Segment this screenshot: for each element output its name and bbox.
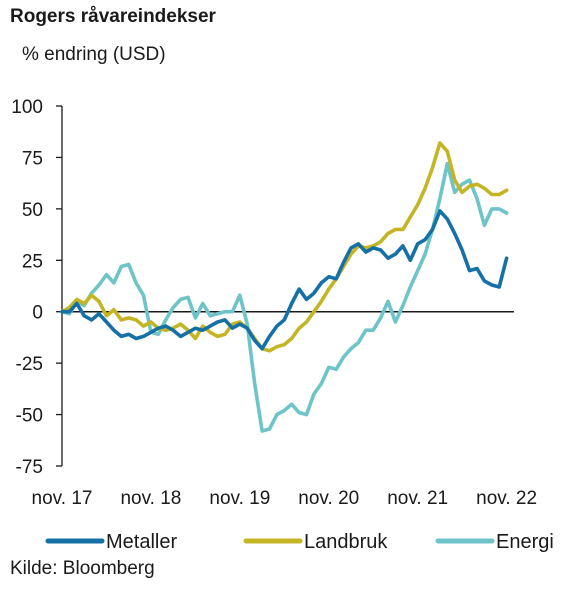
x-tick-label: nov. 22 — [476, 488, 537, 509]
x-tick-label: nov. 18 — [120, 488, 181, 509]
y-axis-label: % endring (USD) — [22, 44, 166, 65]
chart-series-lines — [60, 141, 509, 433]
y-tick-label: 75 — [22, 148, 43, 169]
y-tick-label: -50 — [16, 406, 43, 427]
y-tick-label: -75 — [16, 457, 43, 478]
chart-legend: Metaller Landbruk Energi — [45, 531, 554, 553]
y-tick-label: 0 — [32, 303, 43, 324]
chart-title: Rogers råvareindekser — [10, 6, 216, 27]
x-tick-label: nov. 20 — [298, 488, 359, 509]
y-tick-label: -25 — [16, 354, 43, 375]
legend-label-metaller: Metaller — [106, 531, 177, 553]
chart-axes: 100 75 50 25 0 -25 -50 -75 nov. 17 nov. 18 nov. 19… — [11, 97, 537, 509]
x-tick-label: nov. 21 — [387, 488, 448, 509]
source-note: Kilde: Bloomberg — [10, 558, 155, 579]
legend-label-energi: Energi — [496, 531, 554, 553]
y-tick-label: 50 — [22, 200, 43, 221]
legend-label-landbruk: Landbruk — [304, 531, 388, 553]
series-line-landbruk — [60, 141, 509, 353]
series-line-metaller — [60, 209, 509, 351]
series-line-energi — [60, 161, 509, 433]
y-tick-label: 25 — [22, 251, 43, 272]
x-tick-label: nov. 17 — [32, 488, 93, 509]
y-tick-label: 100 — [11, 97, 43, 118]
x-tick-label: nov. 19 — [209, 488, 270, 509]
